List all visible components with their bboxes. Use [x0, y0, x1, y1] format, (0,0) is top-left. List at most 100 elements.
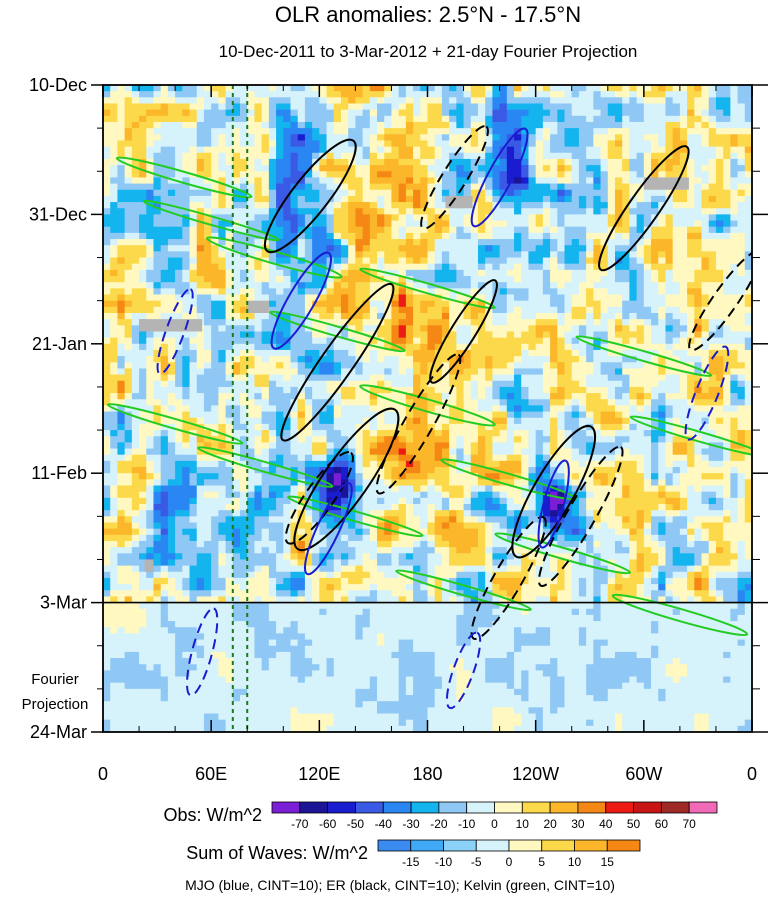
heatmap-cell: [377, 226, 385, 234]
heatmap-cell: [103, 134, 111, 142]
heatmap-cell: [398, 349, 407, 357]
heatmap-cell: [160, 128, 169, 135]
heatmap-cell: [261, 288, 270, 296]
heatmap-cell: [398, 165, 407, 172]
heatmap-cell: [651, 146, 659, 154]
heatmap-cell: [348, 331, 356, 339]
heatmap-cell: [384, 312, 393, 320]
heatmap-cell: [730, 91, 739, 98]
heatmap-cell: [261, 165, 270, 172]
heatmap-cell: [434, 189, 443, 197]
heatmap-cell: [117, 239, 126, 246]
heatmap-cell: [492, 331, 501, 339]
heatmap-cell: [651, 300, 659, 308]
heatmap-cell: [499, 319, 508, 326]
heatmap-cell: [470, 417, 479, 425]
heatmap-cell: [196, 294, 205, 302]
heatmap-cell: [297, 399, 306, 407]
heatmap-cell: [225, 189, 234, 197]
heatmap-cell: [261, 405, 270, 413]
heatmap-cell: [333, 417, 342, 425]
heatmap-cell: [160, 263, 169, 271]
heatmap-cell: [550, 294, 558, 302]
heatmap-cell: [124, 269, 133, 277]
heatmap-cell: [514, 134, 522, 142]
heatmap-cell: [355, 319, 364, 326]
heatmap-cell: [276, 306, 284, 314]
heatmap-cell: [643, 257, 652, 265]
heatmap-cell: [398, 202, 407, 209]
heatmap-cell: [449, 146, 457, 154]
heatmap-cell: [377, 294, 385, 302]
heatmap-cell: [348, 226, 356, 234]
heatmap-cell: [203, 331, 212, 339]
heatmap-cell: [715, 177, 724, 185]
heatmap-cell: [384, 423, 393, 431]
heatmap-cell: [312, 374, 320, 382]
heatmap-cell: [550, 208, 558, 215]
heatmap-cell: [708, 121, 717, 129]
heatmap-cell: [434, 171, 443, 179]
heatmap-cell: [225, 128, 234, 135]
heatmap-cell: [182, 386, 191, 394]
heatmap-cell: [340, 183, 349, 191]
heatmap-cell: [103, 300, 111, 308]
heatmap-cell: [456, 245, 465, 252]
heatmap-cell: [593, 263, 602, 271]
heatmap-cell: [629, 349, 638, 357]
heatmap-cell: [362, 183, 371, 191]
heatmap-cell: [651, 312, 659, 320]
heatmap-cell: [146, 257, 155, 265]
heatmap-cell: [283, 269, 292, 277]
heatmap-cell: [297, 226, 306, 234]
heatmap-cell: [391, 195, 400, 203]
heatmap-cell: [355, 183, 364, 191]
heatmap-cell: [348, 97, 356, 105]
heatmap-cell: [434, 368, 443, 376]
heatmap-cell: [542, 109, 551, 117]
heatmap-cell: [211, 325, 219, 333]
heatmap-cell: [607, 158, 616, 166]
heatmap-cell: [131, 294, 140, 302]
heatmap-cell: [665, 325, 674, 333]
heatmap-cell: [557, 128, 566, 135]
heatmap-cell: [449, 294, 457, 302]
heatmap-cell: [456, 171, 465, 179]
heatmap-cell: [326, 189, 335, 197]
heatmap-cell: [348, 128, 356, 135]
heatmap-cell: [232, 257, 241, 265]
heatmap-cell: [636, 263, 645, 271]
heatmap-cell: [658, 257, 667, 265]
heatmap-cell: [477, 97, 486, 105]
heatmap-cell: [715, 276, 724, 283]
heatmap-cell: [319, 121, 328, 129]
heatmap-cell: [117, 146, 126, 154]
heatmap-cell: [348, 288, 356, 296]
heatmap-cell: [391, 312, 400, 320]
heatmap-cell: [139, 300, 147, 308]
heatmap-cell: [384, 165, 393, 172]
heatmap-cell: [189, 386, 198, 394]
heatmap-cell: [160, 380, 169, 388]
heatmap-cell: [110, 276, 119, 283]
heatmap-cell: [456, 97, 465, 105]
heatmap-cell: [283, 417, 292, 425]
heatmap-cell: [312, 226, 320, 234]
heatmap-cell: [449, 276, 457, 283]
heatmap-cell: [506, 380, 515, 388]
heatmap-cell: [485, 399, 493, 407]
heatmap-cell: [687, 109, 695, 117]
heatmap-cell: [607, 91, 616, 98]
heatmap-cell: [276, 257, 284, 265]
heatmap-cell: [391, 158, 400, 166]
heatmap-cell: [485, 380, 493, 388]
heatmap-cell: [477, 158, 486, 166]
heatmap-cell: [333, 91, 342, 98]
heatmap-cell: [679, 171, 688, 179]
heatmap-cell: [506, 368, 515, 376]
heatmap-cell: [413, 331, 421, 339]
heatmap-cell: [146, 146, 155, 154]
heatmap-cell: [643, 152, 652, 160]
heatmap-cell: [521, 393, 530, 400]
heatmap-cell: [600, 220, 609, 228]
